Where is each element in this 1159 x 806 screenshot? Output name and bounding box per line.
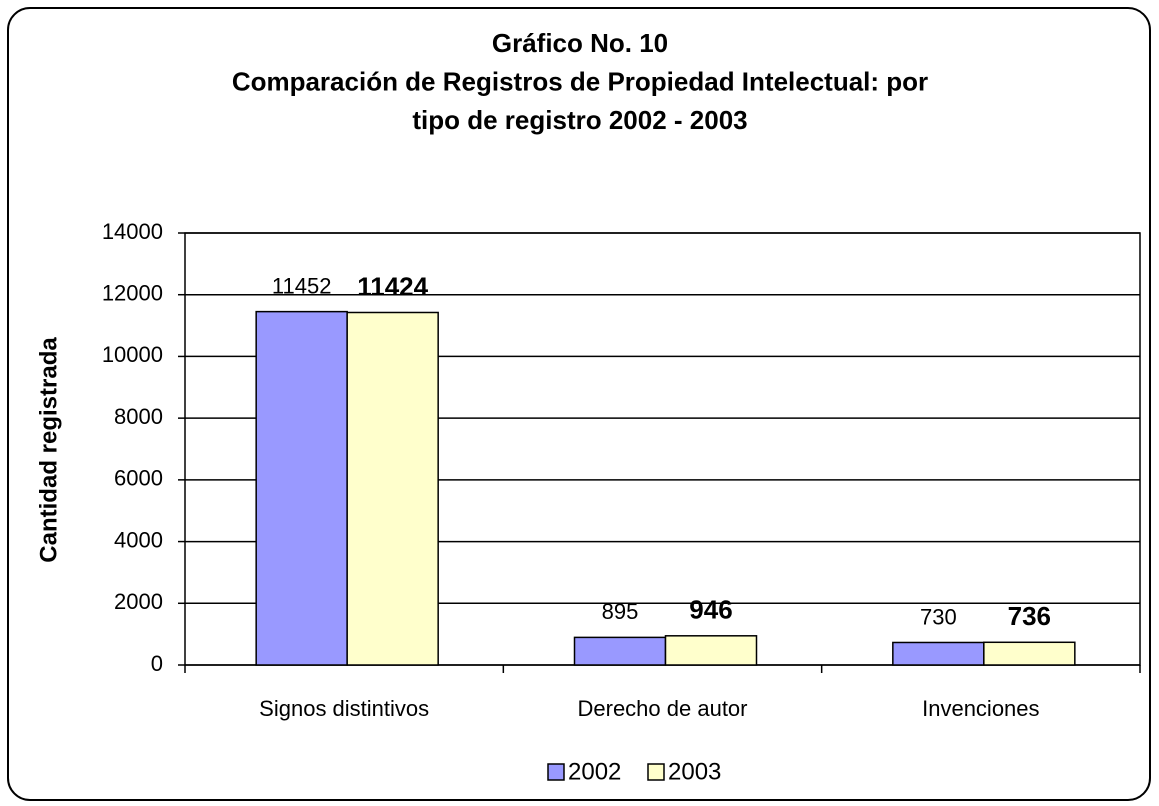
legend-label: 2002: [568, 758, 621, 785]
y-tick-label: 12000: [102, 281, 163, 306]
bar: [664, 635, 758, 666]
y-tick-label: 8000: [114, 404, 163, 429]
bar: [892, 641, 985, 666]
y-tick-label: 4000: [114, 527, 163, 552]
bar: [255, 310, 348, 666]
data-label: 736: [1008, 601, 1051, 631]
data-label: 11424: [357, 271, 428, 301]
chart-title: Comparación de Registros de Propiedad In…: [232, 66, 928, 96]
data-label: 946: [689, 595, 732, 625]
bar: [346, 311, 439, 666]
bar: [573, 636, 667, 666]
y-axis-label: Cantidad registrada: [35, 337, 62, 563]
x-tick-label: Invenciones: [922, 696, 1039, 721]
x-tick-label: Derecho de autor: [578, 696, 748, 721]
data-label: 895: [602, 599, 639, 624]
chart-title: Gráfico No. 10: [492, 28, 668, 58]
data-label: 11452: [272, 273, 332, 298]
y-tick-label: 14000: [102, 219, 163, 244]
y-tick-label: 6000: [114, 466, 163, 491]
bar: [983, 641, 1076, 666]
y-tick-label: 2000: [114, 589, 163, 614]
y-tick-label: 0: [151, 651, 163, 676]
legend-swatch: [547, 763, 565, 781]
chart-title: tipo de registro 2002 - 2003: [412, 105, 747, 135]
legend-swatch: [647, 763, 665, 781]
x-tick-label: Signos distintivos: [259, 696, 429, 721]
data-label: 730: [920, 604, 957, 629]
y-tick-label: 10000: [102, 342, 163, 367]
legend-label: 2003: [668, 758, 721, 785]
